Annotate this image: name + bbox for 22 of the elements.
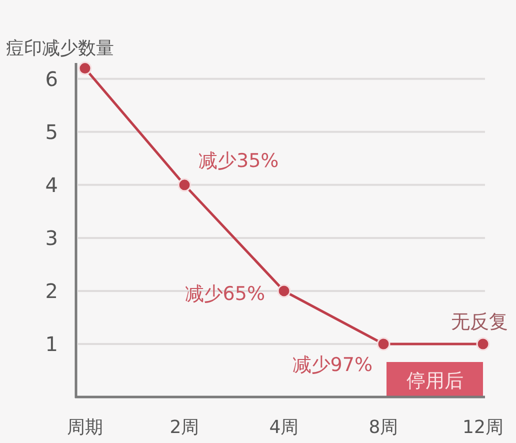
x-tick-label: 2周	[170, 417, 200, 438]
band-label: 停用后	[406, 370, 464, 392]
x-tick-label: 12周	[462, 417, 504, 438]
annotation: 减少35%	[198, 150, 279, 172]
annotation: 减少97%	[292, 354, 372, 376]
point	[376, 337, 390, 351]
y-tick-label: 6	[45, 66, 58, 91]
point	[277, 284, 291, 298]
y-tick-label: 2	[45, 278, 58, 303]
annotation: 无反复	[451, 310, 508, 333]
point	[178, 178, 192, 192]
y-tick-label: 4	[45, 172, 58, 197]
y-tick-label: 3	[45, 226, 58, 250]
y-tick-label: 1	[45, 332, 58, 356]
y-tick-label: 5	[45, 120, 58, 144]
x-tick-label: 4周	[269, 417, 299, 438]
y-axis-title: 痘印减少数量	[6, 38, 114, 59]
x-tick-label: 8周	[368, 417, 398, 438]
x-tick-label: 周期	[67, 417, 103, 438]
annotation: 减少65%	[184, 282, 265, 305]
point	[476, 337, 490, 351]
point	[78, 62, 92, 76]
